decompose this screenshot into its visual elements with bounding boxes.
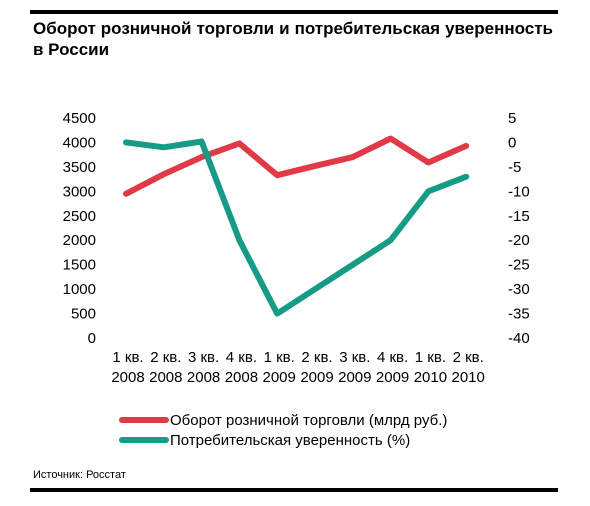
legend-label: Потребительская уверенность (%)	[170, 432, 410, 449]
x-axis-year-label: 2008	[225, 369, 258, 386]
right-axis-tick-label: -30	[508, 281, 530, 298]
right-axis-ticks: 5 0 -5 -10 -15 -20 -25 -30 -35 -40	[508, 110, 530, 347]
left-axis-tick-label: 3500	[63, 159, 96, 176]
x-axis-year-label: 2008	[111, 369, 144, 386]
x-axis-year-label: 2010	[452, 369, 485, 386]
right-axis-tick-label: -40	[508, 330, 530, 347]
x-axis-quarter-label: 1 кв.	[415, 349, 446, 366]
right-axis-tick-label: -5	[508, 159, 521, 176]
right-axis-tick-label: -25	[508, 257, 530, 274]
chart-title: Оборот розничной торговли и потребительс…	[33, 19, 553, 59]
x-axis-year-label: 2008	[149, 369, 182, 386]
series-line-retail-turnover	[123, 135, 470, 197]
legend: Оборот розничной торговли (млрд руб.) Пот…	[119, 412, 447, 449]
left-axis-tick-label: 1500	[63, 257, 96, 274]
x-axis-year-label: 2009	[376, 369, 409, 386]
right-axis-tick-label: 5	[508, 110, 516, 127]
x-axis-quarter-label: 4 кв.	[377, 349, 408, 366]
right-axis-tick-label: -35	[508, 306, 530, 323]
x-axis-quarter-label: 1 кв.	[112, 349, 143, 366]
right-axis-tick-label: -10	[508, 183, 530, 200]
right-axis-tick-label: -15	[508, 208, 530, 225]
bottom-rule	[30, 488, 558, 492]
x-axis-quarter-label: 2 кв.	[301, 349, 332, 366]
x-axis-quarter-label: 2 кв.	[453, 349, 484, 366]
x-axis-quarter-label: 2 кв.	[150, 349, 181, 366]
left-axis-tick-label: 2500	[63, 208, 96, 225]
left-axis-tick-label: 4500	[63, 110, 96, 127]
left-axis-tick-label: 1000	[63, 281, 96, 298]
left-axis-tick-label: 3000	[63, 183, 96, 200]
x-axis-quarter-label: 3 кв.	[188, 349, 219, 366]
series-lines	[123, 135, 470, 317]
left-axis-tick-label: 4000	[63, 134, 96, 151]
left-axis-tick-label: 500	[71, 306, 96, 323]
source-note: Источник: Росстат	[33, 469, 126, 481]
top-rule	[30, 10, 558, 14]
x-axis-year-label: 2008	[187, 369, 220, 386]
x-axis-year-label: 2009	[263, 369, 296, 386]
x-axis-year-label: 2010	[414, 369, 447, 386]
right-axis-tick-label: 0	[508, 134, 516, 151]
right-axis-tick-label: -20	[508, 232, 530, 249]
x-axis-ticks: 1 кв. 2008 2 кв. 2008 3 кв. 2008 4 кв. 2008 1 кв…	[111, 349, 485, 386]
x-axis-quarter-label: 3 кв.	[339, 349, 370, 366]
series-line-consumer-confidence	[123, 138, 470, 317]
legend-label: Оборот розничной торговли (млрд руб.)	[170, 412, 447, 429]
x-axis-quarter-label: 4 кв.	[226, 349, 257, 366]
left-axis-tick-label: 2000	[63, 232, 96, 249]
x-axis-year-label: 2009	[338, 369, 371, 386]
left-axis-tick-label: 0	[88, 330, 96, 347]
left-axis-ticks: 4500 4000 3500 3000 2500 2000 1500 1000 500 0	[63, 110, 96, 347]
x-axis-year-label: 2009	[300, 369, 333, 386]
x-axis-quarter-label: 1 кв.	[264, 349, 295, 366]
